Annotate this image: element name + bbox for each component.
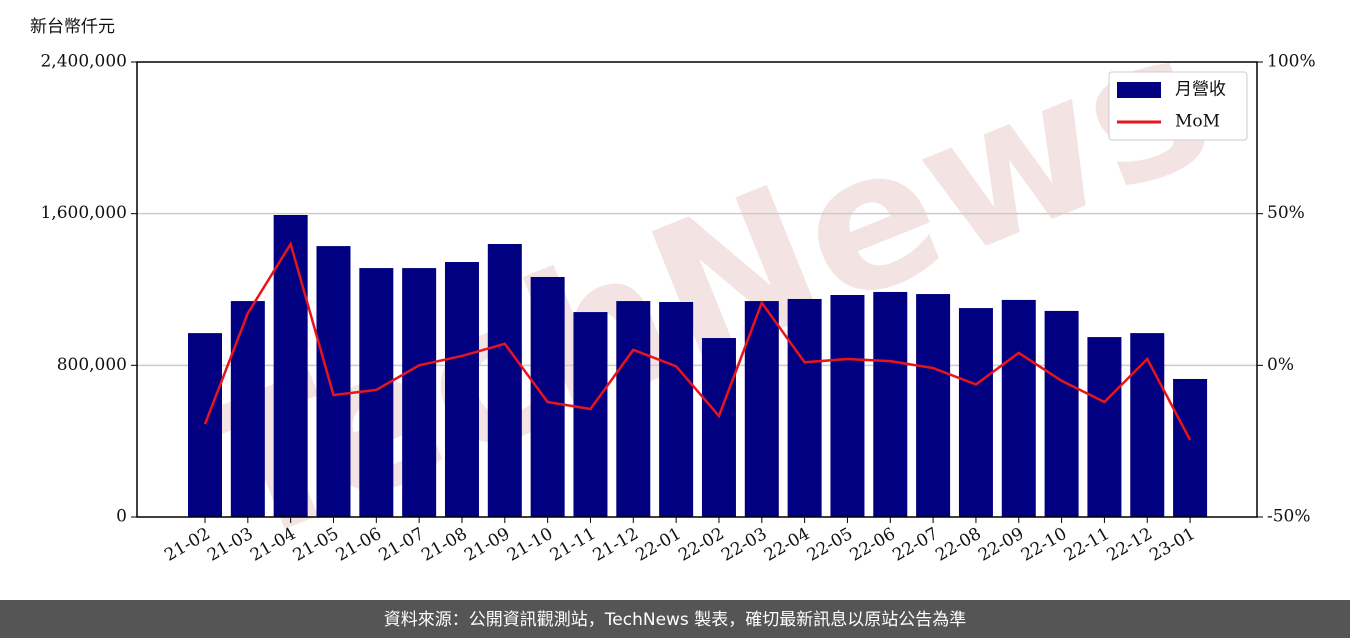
bar bbox=[916, 294, 951, 517]
x-tick-label: 21-12 bbox=[590, 524, 642, 566]
bar bbox=[530, 276, 565, 517]
x-tick-label: 23-01 bbox=[1146, 524, 1198, 566]
x-tick-label: 22-02 bbox=[675, 524, 727, 566]
y2-tick-label: 50% bbox=[1267, 203, 1305, 223]
y-tick-label: 800,000 bbox=[57, 355, 127, 375]
y2-tick-label: -50% bbox=[1267, 507, 1311, 527]
legend-label: 月營收 bbox=[1175, 80, 1226, 100]
y2-tick-label: 100% bbox=[1267, 52, 1316, 72]
bar bbox=[873, 291, 908, 517]
x-tick-label: 21-02 bbox=[161, 524, 213, 566]
y-tick-label: 0 bbox=[116, 507, 127, 527]
bar bbox=[744, 301, 779, 517]
bar bbox=[958, 308, 993, 517]
bar bbox=[273, 214, 308, 517]
y-tick-label: 2,400,000 bbox=[40, 52, 127, 72]
bar bbox=[188, 333, 222, 517]
footer: 資料來源：公開資訊觀測站，TechNews 製表，確切最新訊息以原站公告為準 bbox=[384, 610, 966, 630]
y2-tick-label: 0% bbox=[1267, 355, 1294, 375]
bar bbox=[701, 338, 736, 517]
footer-bar bbox=[0, 600, 1350, 638]
x-tick-label: 22-12 bbox=[1104, 524, 1156, 566]
bar bbox=[659, 302, 694, 517]
legend-label: MoM bbox=[1175, 112, 1220, 132]
bar bbox=[787, 298, 822, 517]
bar bbox=[616, 301, 651, 517]
bar bbox=[444, 262, 479, 517]
x-tick-label: 22-07 bbox=[889, 524, 941, 566]
bar bbox=[1087, 337, 1122, 517]
bar bbox=[573, 312, 608, 517]
x-tick-label: 22-11 bbox=[1061, 524, 1113, 566]
x-tick-label: 21-09 bbox=[461, 524, 513, 566]
x-tick-label: 21-11 bbox=[547, 524, 599, 566]
x-tick-label: 21-10 bbox=[504, 524, 556, 566]
x-tick-label: 22-03 bbox=[718, 524, 770, 566]
legend-swatch bbox=[1117, 82, 1161, 98]
bar bbox=[1044, 310, 1079, 517]
x-tick-label: 22-04 bbox=[761, 524, 813, 566]
x-tick-label: 21-08 bbox=[418, 524, 470, 566]
x-tick-label: 22-06 bbox=[847, 524, 899, 566]
x-tick-label: 22-08 bbox=[932, 524, 984, 566]
y-tick-label: 1,600,000 bbox=[40, 203, 127, 223]
x-tick-label: 22-01 bbox=[632, 524, 684, 566]
bar bbox=[1001, 299, 1036, 517]
bar bbox=[230, 301, 265, 517]
bar bbox=[487, 244, 522, 517]
line bbox=[203, 240, 1192, 441]
bar bbox=[1130, 333, 1165, 517]
bar bbox=[359, 268, 394, 517]
y-axis-label: 新台幣仟元 bbox=[30, 17, 115, 37]
bar bbox=[1173, 378, 1208, 517]
x-tick-label: 22-10 bbox=[1018, 524, 1070, 566]
x-tick-label: 22-05 bbox=[804, 524, 856, 566]
bar bbox=[402, 268, 437, 517]
x-tick-label: 22-09 bbox=[975, 524, 1027, 566]
bar bbox=[830, 294, 865, 517]
bar bbox=[316, 246, 351, 517]
plot-frame bbox=[136, 61, 1258, 518]
